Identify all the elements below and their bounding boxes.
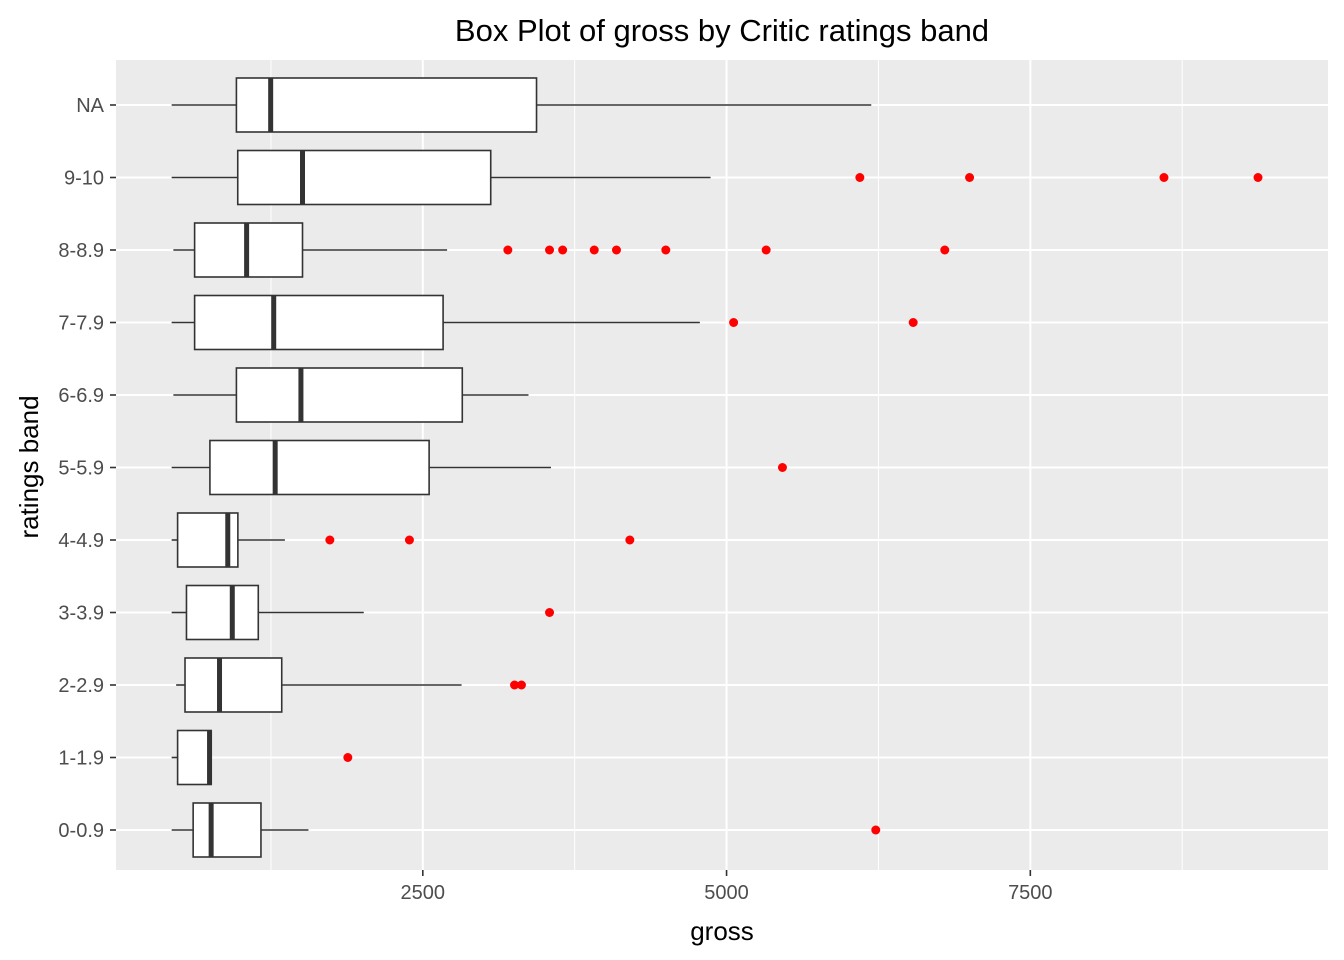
box-iqr <box>209 439 430 496</box>
outlier-point <box>558 245 568 255</box>
outlier-point <box>908 318 918 327</box>
box-iqr <box>193 294 444 351</box>
y-tick-label: 3-3.9 <box>58 603 104 625</box>
y-tick-label: 5-5.9 <box>58 458 104 480</box>
outlier-point <box>510 680 520 690</box>
box-group-2-2.9 <box>176 657 526 713</box>
outlier-point <box>516 680 526 690</box>
outlier-point <box>611 245 621 255</box>
y-tick-label: 1-1.9 <box>58 748 104 770</box>
box-group-6-6.9 <box>173 367 529 423</box>
outlier-point <box>871 825 881 835</box>
outlier-point <box>503 245 513 255</box>
outlier-point <box>729 318 739 327</box>
y-axis: 0-0.9 1-1.9 2-2.9 3-3.9 4-4.9 5-5.9 6-6.9 7-7.9… <box>58 95 116 842</box>
box-iqr <box>185 584 260 641</box>
x-tick-label: 7500 <box>1008 882 1053 904</box>
y-tick-label: 2-2.9 <box>58 675 104 697</box>
box-group-4-4.9 <box>171 512 635 568</box>
box-group-7-7.9 <box>171 294 918 351</box>
box-group-3-3.9 <box>171 584 555 641</box>
outlier-point <box>545 245 555 255</box>
x-tick-label: 2500 <box>401 882 446 904</box>
y-tick-label: 0-0.9 <box>58 820 104 842</box>
outlier-point <box>661 245 671 255</box>
y-tick-label: NA <box>76 95 104 117</box>
box-iqr <box>235 77 538 133</box>
outlier-point <box>325 535 335 545</box>
box-iqr <box>192 802 262 858</box>
box-group-1-1.9 <box>171 729 353 786</box>
y-tick-label: 4-4.9 <box>58 530 104 552</box>
outlier-point <box>940 245 950 255</box>
outlier-point <box>625 535 635 545</box>
outlier-point <box>404 535 414 545</box>
x-tick-label: 5000 <box>704 882 749 904</box>
box-group-8-8.9 <box>173 222 950 278</box>
y-tick-label: 7-7.9 <box>58 313 104 335</box>
box-iqr <box>176 729 212 786</box>
outlier-point <box>855 173 865 182</box>
y-axis-title: ratings band <box>14 395 44 538</box>
outlier-point <box>545 608 555 617</box>
y-tick-label: 8-8.9 <box>58 240 104 262</box>
x-axis-title: gross <box>690 916 754 946</box>
box-group-NA <box>171 77 872 133</box>
outlier-point <box>1159 173 1169 182</box>
chart-title: Box Plot of gross by Critic ratings band <box>455 13 989 48</box>
outlier-point <box>1253 173 1263 182</box>
y-tick-label: 6-6.9 <box>58 385 104 407</box>
box-group-5-5.9 <box>171 439 787 496</box>
box-group-9-10 <box>171 149 1263 206</box>
box-iqr <box>236 149 492 206</box>
y-tick-label: 9-10 <box>64 168 104 190</box>
outlier-point <box>761 245 771 255</box>
box-iqr <box>235 367 464 423</box>
box-group-0-0.9 <box>171 802 881 858</box>
outlier-point <box>589 245 599 255</box>
x-axis: 2500 5000 7500 <box>401 870 1053 904</box>
outlier-point <box>965 173 975 182</box>
outlier-point <box>343 753 353 762</box>
box-plot-series <box>171 77 1263 858</box>
box-iqr <box>184 657 283 713</box>
outlier-point <box>777 463 787 472</box>
